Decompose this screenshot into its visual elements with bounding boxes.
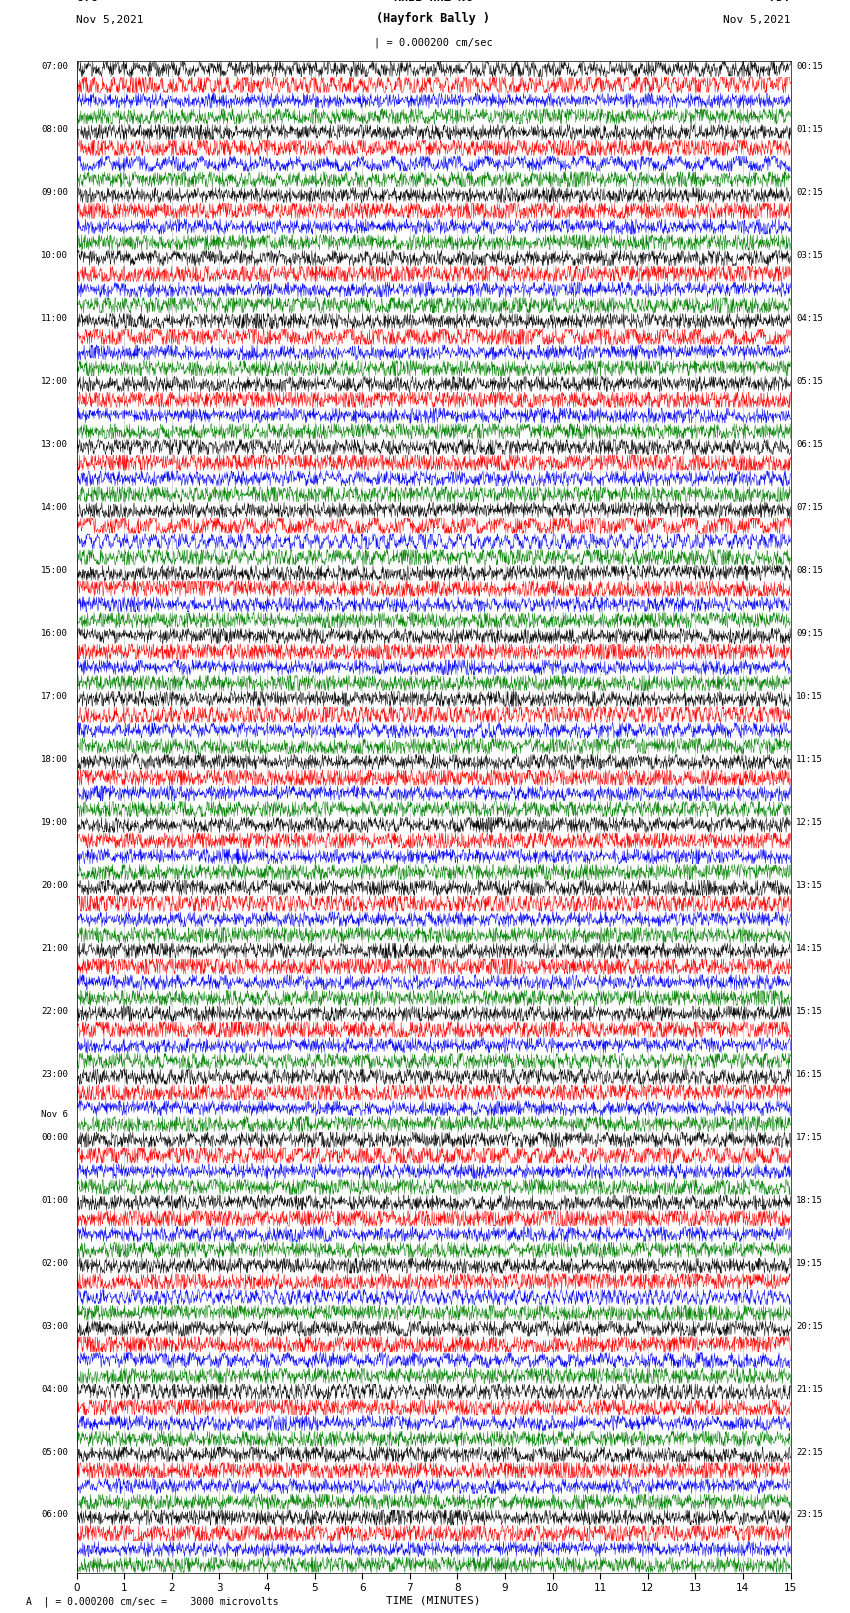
Text: 22:15: 22:15 [796,1447,823,1457]
Text: A  | = 0.000200 cm/sec =    3000 microvolts: A | = 0.000200 cm/sec = 3000 microvolts [26,1597,278,1608]
Text: 08:00: 08:00 [41,126,68,134]
Text: (Hayfork Bally ): (Hayfork Bally ) [377,11,490,26]
Text: 13:15: 13:15 [796,881,823,890]
Text: 09:00: 09:00 [41,189,68,197]
Text: 06:00: 06:00 [41,1510,68,1519]
Text: 18:00: 18:00 [41,755,68,765]
Text: 15:15: 15:15 [796,1007,823,1016]
Text: 10:15: 10:15 [796,692,823,700]
Text: 10:00: 10:00 [41,252,68,260]
Text: 11:15: 11:15 [796,755,823,765]
Text: 20:15: 20:15 [796,1321,823,1331]
Text: 18:15: 18:15 [796,1195,823,1205]
X-axis label: TIME (MINUTES): TIME (MINUTES) [386,1595,481,1607]
Text: 15:00: 15:00 [41,566,68,574]
Text: 04:00: 04:00 [41,1384,68,1394]
Text: 09:15: 09:15 [796,629,823,637]
Text: 23:00: 23:00 [41,1069,68,1079]
Text: PDT: PDT [769,0,790,3]
Text: 08:15: 08:15 [796,566,823,574]
Text: 03:00: 03:00 [41,1321,68,1331]
Text: 01:15: 01:15 [796,126,823,134]
Text: 23:15: 23:15 [796,1510,823,1519]
Text: 02:00: 02:00 [41,1258,68,1268]
Text: KHBB HHZ NC: KHBB HHZ NC [394,0,473,3]
Text: 14:00: 14:00 [41,503,68,511]
Text: | = 0.000200 cm/sec: | = 0.000200 cm/sec [374,37,493,48]
Text: 22:00: 22:00 [41,1007,68,1016]
Text: 05:00: 05:00 [41,1447,68,1457]
Text: UTC: UTC [76,0,98,3]
Text: 12:15: 12:15 [796,818,823,827]
Text: 00:00: 00:00 [41,1132,68,1142]
Text: 19:00: 19:00 [41,818,68,827]
Text: 14:15: 14:15 [796,944,823,953]
Text: 20:00: 20:00 [41,881,68,890]
Text: 13:00: 13:00 [41,440,68,448]
Text: Nov 6: Nov 6 [41,1110,68,1119]
Text: 19:15: 19:15 [796,1258,823,1268]
Text: 12:00: 12:00 [41,377,68,386]
Text: 04:15: 04:15 [796,315,823,323]
Text: 07:15: 07:15 [796,503,823,511]
Text: 11:00: 11:00 [41,315,68,323]
Text: 01:00: 01:00 [41,1195,68,1205]
Text: 17:15: 17:15 [796,1132,823,1142]
Text: 00:15: 00:15 [796,61,823,71]
Text: 03:15: 03:15 [796,252,823,260]
Text: 17:00: 17:00 [41,692,68,700]
Text: 21:00: 21:00 [41,944,68,953]
Text: 02:15: 02:15 [796,189,823,197]
Text: 06:15: 06:15 [796,440,823,448]
Text: 16:00: 16:00 [41,629,68,637]
Text: Nov 5,2021: Nov 5,2021 [723,15,791,26]
Text: Nov 5,2021: Nov 5,2021 [76,15,144,26]
Text: 07:00: 07:00 [41,61,68,71]
Text: 21:15: 21:15 [796,1384,823,1394]
Text: 05:15: 05:15 [796,377,823,386]
Text: 16:15: 16:15 [796,1069,823,1079]
